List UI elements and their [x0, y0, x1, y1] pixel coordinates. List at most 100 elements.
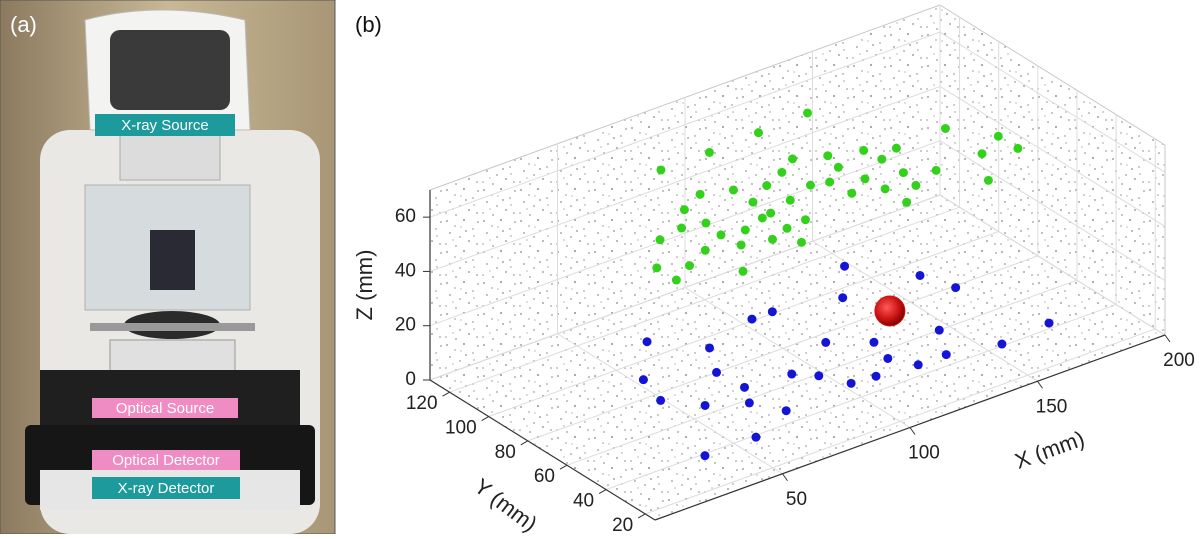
point: [767, 307, 777, 317]
xray-detector-label: X-ray Detector: [118, 480, 215, 497]
z-tick-label: 0: [405, 369, 416, 390]
tick-mark: [909, 427, 916, 435]
tick-mark: [1037, 380, 1043, 389]
photo-panel: X-ray Source Optical Source Optical Dete…: [0, 0, 336, 535]
tick-mark: [782, 473, 788, 482]
point: [825, 177, 835, 187]
optical-detector-label: Optical Detector: [112, 452, 220, 469]
optical-source-label: Optical Source: [116, 400, 214, 417]
point: [869, 337, 879, 347]
point: [880, 184, 890, 194]
z-tick-label: 20: [395, 315, 416, 336]
point: [805, 180, 815, 190]
y-axis: [429, 379, 656, 521]
point: [740, 382, 750, 392]
plot-3d: 50 100 150 200 20 40 60 80 100 120 0 20 40 60 X (mm) Y …: [352, 4, 1195, 537]
point: [785, 195, 795, 205]
xray-neck: [119, 129, 221, 181]
point: [902, 197, 912, 207]
point: [860, 174, 870, 184]
point: [803, 108, 813, 118]
point: [821, 337, 831, 347]
grid-line: [939, 140, 1166, 282]
panel-label: (a): [10, 12, 37, 37]
point: [891, 143, 901, 153]
point: [838, 293, 848, 303]
grid-line: [429, 31, 941, 218]
point: [871, 371, 881, 381]
point: [679, 205, 689, 215]
point: [712, 367, 722, 377]
point: [700, 245, 710, 255]
x-tick-label: 150: [1036, 396, 1068, 417]
point: [787, 154, 797, 164]
point: [1044, 318, 1054, 328]
point: [638, 375, 648, 385]
grid-line: [429, 85, 941, 272]
y-tick-label: 100: [445, 418, 477, 439]
x-axis-title: X (mm): [1011, 426, 1087, 474]
point: [642, 337, 652, 347]
point: [744, 398, 754, 408]
tick-mark: [637, 513, 646, 519]
handle-bar: [90, 323, 255, 331]
point: [951, 283, 961, 293]
point: [941, 350, 951, 360]
point: [840, 261, 850, 271]
grid-line: [939, 31, 1166, 173]
tick-mark: [559, 464, 568, 470]
xray-source-tag: [95, 114, 235, 136]
point: [685, 261, 695, 271]
point: [655, 235, 665, 245]
point: [762, 181, 772, 191]
tick-mark: [598, 489, 607, 494]
grid-line: [557, 333, 783, 475]
tick-mark: [442, 391, 450, 397]
panel-label: (b): [355, 12, 382, 37]
point: [782, 223, 792, 233]
grid-line: [449, 206, 960, 393]
point: [800, 215, 810, 225]
point: [847, 188, 857, 198]
point: [931, 165, 941, 175]
point: [781, 406, 791, 416]
y-tick-label: 60: [534, 466, 555, 487]
xray-source-label: X-ray Source: [121, 117, 209, 134]
point: [705, 343, 715, 353]
x-tick-label: 50: [786, 489, 807, 510]
point: [883, 353, 893, 363]
paddle-center: [150, 230, 195, 290]
grid-line: [645, 328, 1156, 515]
grid-line: [605, 304, 1117, 491]
point: [846, 378, 856, 388]
xray-detector-tag: [92, 477, 240, 499]
point: [877, 154, 887, 164]
tick-mark: [1164, 334, 1171, 343]
point: [652, 263, 662, 273]
y-axis-title: Y (mm): [470, 473, 542, 534]
point: [753, 128, 763, 138]
box-edge: [939, 4, 1166, 146]
point: [656, 395, 666, 405]
grid-line: [812, 240, 1038, 382]
point: [940, 123, 950, 133]
point: [997, 339, 1007, 349]
point: [700, 400, 710, 410]
point: [767, 234, 777, 244]
point: [704, 147, 714, 157]
point: [751, 432, 761, 442]
y-tick-label: 120: [406, 393, 438, 414]
point: [695, 189, 705, 199]
point: [993, 131, 1003, 141]
point: [671, 275, 681, 285]
point: [677, 223, 687, 233]
point: [874, 295, 906, 327]
point: [716, 230, 726, 240]
optical-detector-tag: [92, 450, 240, 470]
point: [833, 162, 843, 172]
point: [823, 151, 833, 161]
point: [736, 240, 746, 250]
point: [757, 213, 767, 223]
grid-line: [429, 194, 941, 381]
point: [728, 185, 738, 195]
